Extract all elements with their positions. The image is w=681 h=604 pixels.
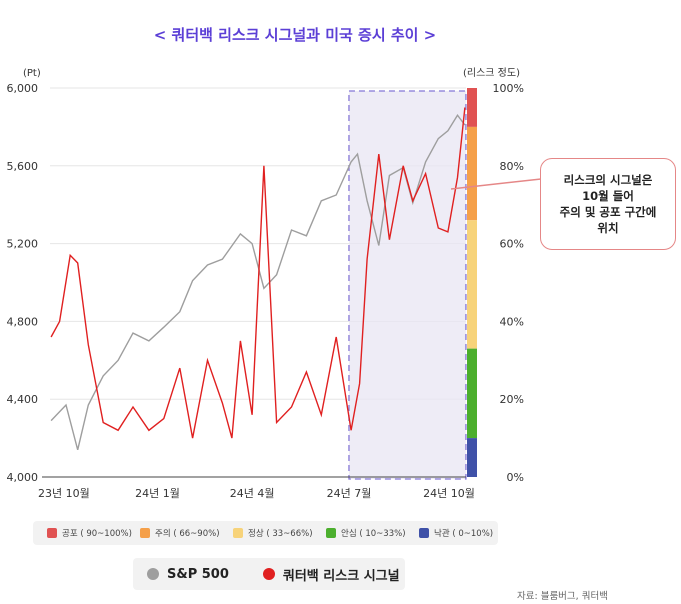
legend-dot	[147, 568, 159, 580]
y-right-tick-label: 80%	[500, 160, 524, 173]
series-line-risk-signal	[50, 107, 466, 439]
legend-dot	[262, 568, 275, 580]
risk-zone-segment	[467, 126, 477, 221]
x-axis-ticks: 23년 10월 24년 1월 24년 4월 24년 7월 24년 10월	[38, 487, 475, 500]
left-axis-unit: (Pt)	[23, 68, 41, 79]
legend-swatch	[419, 528, 429, 538]
x-tick-label: 24년 4월	[230, 487, 275, 500]
risk-zone-segment	[467, 348, 477, 439]
legend-item-risk-signal: 쿼터백 리스크 시그널	[262, 565, 400, 584]
callout-line: 주의 및 공포 구간에	[559, 205, 657, 219]
y-right-tick-label: 60%	[500, 238, 524, 251]
legend-swatch	[47, 528, 57, 538]
y-left-tick-label: 5,200	[7, 238, 39, 251]
legend-label: 낙관 ( 0~10%)	[434, 529, 494, 539]
chart-title: < 쿼터백 리스크 시그널과 미국 증시 추이 >	[153, 26, 437, 44]
y-right-tick-label: 100%	[493, 82, 524, 95]
legend-item-normal: 정상 ( 33~66%)	[219, 527, 313, 539]
x-tick-label: 24년 10월	[423, 487, 475, 500]
x-tick-label: 23년 10월	[38, 487, 90, 500]
risk-zone-segment	[467, 220, 477, 349]
legend-label: 공포 ( 90~100%)	[62, 529, 132, 539]
x-tick-label: 24년 7월	[327, 487, 372, 500]
y-left-tick-label: 5,600	[7, 160, 39, 173]
callout-line: 리스크의 시그널은	[563, 173, 653, 187]
highlight-region	[348, 90, 467, 480]
legend-swatch	[326, 528, 336, 538]
legend-label: 안심 ( 10~33%)	[341, 529, 406, 539]
legend-swatch	[233, 528, 243, 538]
legend-swatch	[140, 528, 150, 538]
right-axis-unit: (리스크 정도)	[463, 67, 520, 79]
legend-label: 쿼터백 리스크 시그널	[282, 568, 400, 584]
y-left-tick-label: 4,400	[7, 393, 39, 406]
risk-scale-bar	[467, 88, 477, 477]
legend-label: S&P 500	[167, 566, 229, 582]
y-left-tick-label: 4,000	[7, 471, 39, 484]
series-legend: S&P 500 쿼터백 리스크 시그널	[133, 558, 405, 590]
legend-label: 주의 ( 66~90%)	[155, 529, 220, 539]
y-left-tick-label: 6,000	[7, 82, 39, 95]
risk-callout: 리스크의 시그널은 10월 들어 주의 및 공포 구간에 위치	[540, 158, 676, 250]
x-tick-label: 24년 1월	[135, 487, 180, 500]
y-right-tick-label: 20%	[500, 393, 524, 406]
legend-item-optimism: 낙관 ( 0~10%)	[405, 527, 498, 539]
legend-item-sp500: S&P 500	[147, 567, 229, 582]
y-left-axis-ticks: 4,000 4,400 4,800 5,200 5,600 6,000	[7, 82, 39, 484]
y-left-tick-label: 4,800	[7, 315, 39, 328]
risk-zone-segment	[467, 438, 477, 477]
legend-item-fear: 공포 ( 90~100%)	[33, 527, 132, 539]
y-right-axis-ticks: 0% 20% 40% 60% 80% 100%	[493, 82, 524, 484]
callout-pointer	[450, 178, 542, 190]
y-right-tick-label: 0%	[507, 471, 524, 484]
source-note: 자료: 블룸버그, 쿼터백	[517, 591, 608, 602]
callout-line: 10월 들어	[582, 189, 634, 203]
legend-item-caution: 주의 ( 66~90%)	[126, 527, 220, 539]
risk-zone-legend: 공포 ( 90~100%) 주의 ( 66~90%) 정상 ( 33~66%) …	[33, 521, 498, 545]
risk-zone-segment	[467, 88, 477, 127]
legend-item-relief: 안심 ( 10~33%)	[312, 527, 406, 539]
y-right-tick-label: 40%	[500, 315, 524, 328]
legend-label: 정상 ( 33~66%)	[248, 529, 313, 539]
callout-line: 위치	[597, 221, 619, 235]
